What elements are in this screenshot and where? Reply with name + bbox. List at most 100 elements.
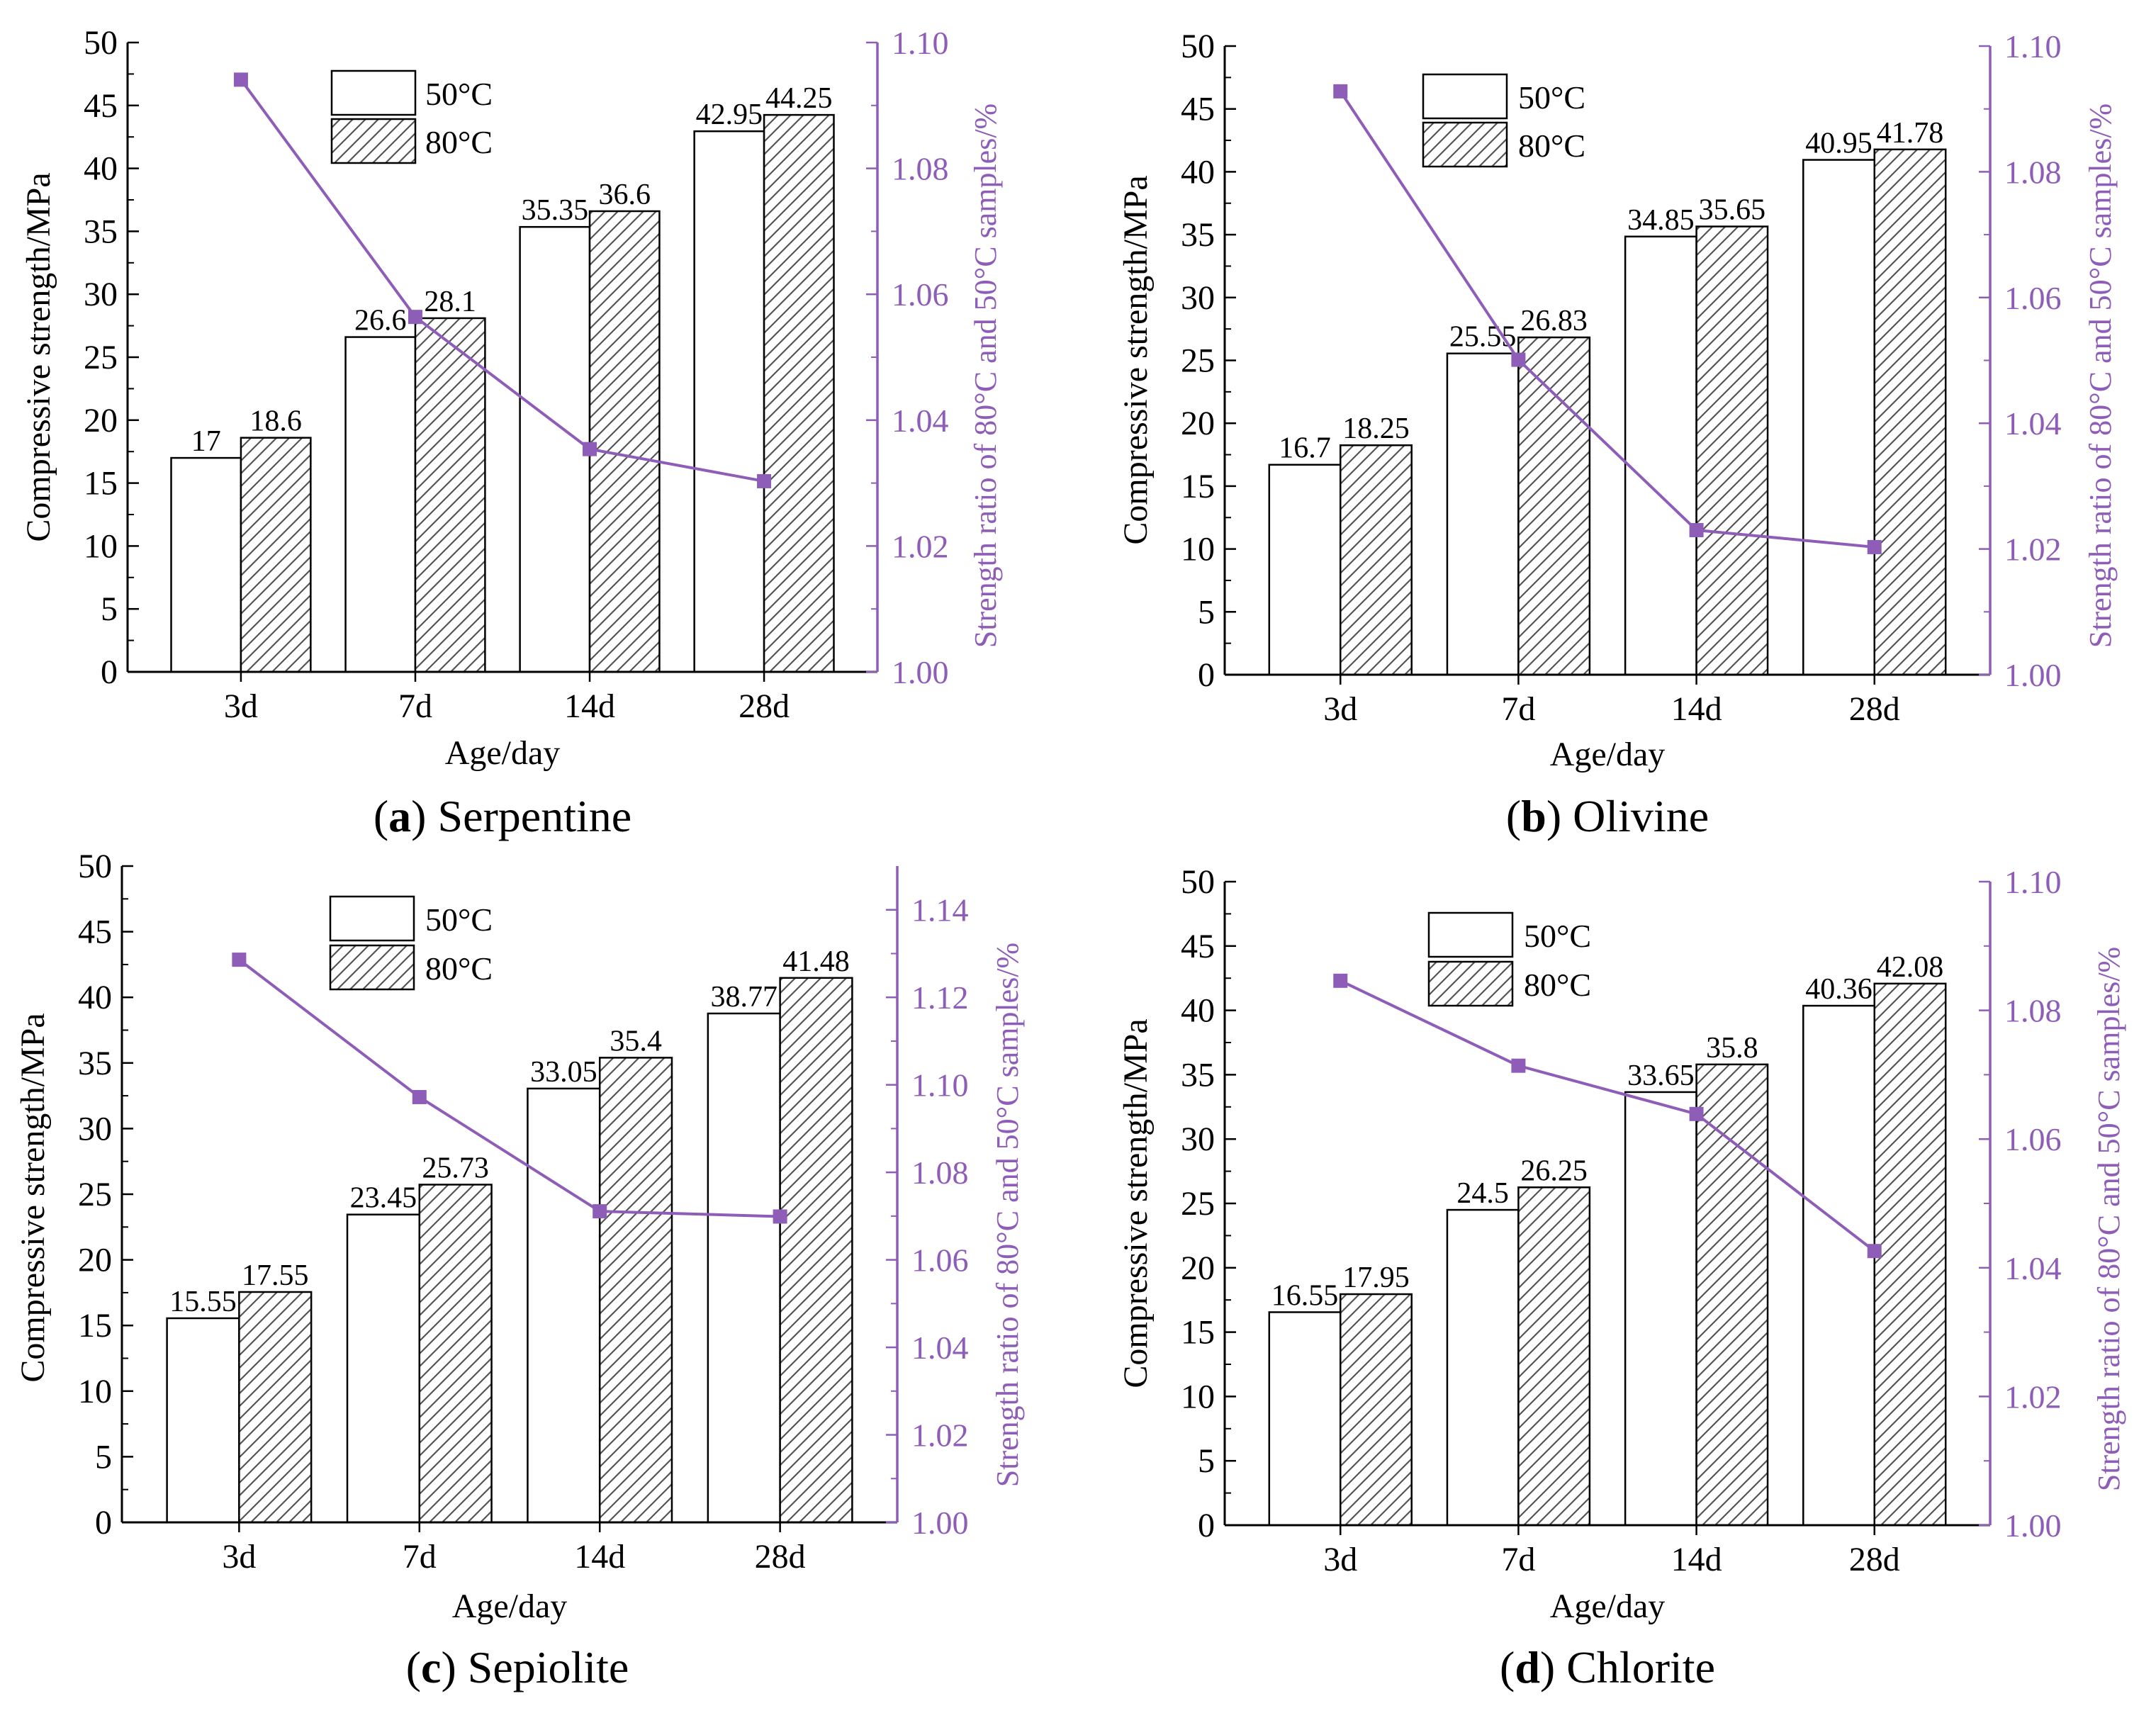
legend-label-50c: 50°C (425, 76, 493, 112)
y-tick-label: 0 (1198, 656, 1215, 694)
y2-tick-label: 1.08 (2004, 154, 2062, 190)
legend: 50°C 80°C (1427, 911, 1591, 1007)
caption-open-paren: ( (1500, 1642, 1515, 1692)
ratio-line (1340, 979, 1875, 1252)
y2-tick-label: 1.10 (892, 25, 949, 61)
data-label-50c: 15.55 (169, 1286, 237, 1318)
ratio-marker-28d (773, 1209, 787, 1224)
x-tick-label: 28d (1849, 1541, 1900, 1578)
y-tick-label: 20 (1181, 1249, 1215, 1287)
y-tick-label: 40 (84, 150, 118, 188)
x-tick-label: 7d (398, 687, 432, 725)
bar-50c-7d (1446, 352, 1520, 676)
data-label-80c: 25.73 (422, 1152, 489, 1184)
y-tick-label: 20 (78, 1242, 112, 1279)
legend-label-80c: 80°C (1518, 128, 1585, 164)
panel-olivine: 16.7 18.25 25.55 26.83 34.85 35.65 40.95 41.78 0… (1117, 28, 2118, 841)
bar-80c-3d (1340, 444, 1413, 676)
y2-tick-label: 1.02 (892, 528, 949, 564)
caption-letter: b (1521, 791, 1546, 841)
legend-label-50c: 50°C (1518, 79, 1585, 116)
y2-tick-label: 1.02 (2004, 532, 2062, 568)
y-tick-label: 30 (78, 1110, 112, 1147)
panel-caption: (a) Serpentine (374, 791, 631, 841)
ratio-marker-7d (412, 1089, 427, 1104)
data-label-50c: 33.65 (1627, 1060, 1695, 1092)
y2-tick-label: 1.06 (2004, 1121, 2062, 1157)
data-label-80c: 42.08 (1877, 951, 1944, 984)
ratio-marker-28d (757, 473, 772, 488)
ratio-marker-14d (1689, 522, 1704, 537)
y-tick-label: 45 (78, 914, 112, 951)
x-axis-title: Age/day (1550, 1588, 1666, 1625)
caption-open-paren: ( (1506, 791, 1521, 841)
ratio-marker-14d (1689, 1106, 1704, 1121)
y-tick-label: 45 (1181, 91, 1215, 128)
bar-50c-14d (1624, 235, 1697, 676)
y-tick-label: 15 (1181, 468, 1215, 505)
y2-tick-label: 1.00 (2004, 1507, 2062, 1544)
y2-tick-label: 1.04 (2004, 405, 2062, 442)
bar-80c-7d (418, 1184, 493, 1524)
bar-80c-3d (238, 1291, 313, 1524)
y2-tick-label: 1.10 (2004, 864, 2062, 900)
y2-tick-label: 1.08 (2004, 993, 2062, 1029)
data-label-80c: 26.83 (1520, 305, 1588, 337)
data-label-50c: 35.35 (522, 194, 589, 227)
y-tick-label: 10 (84, 527, 118, 565)
y2-tick-label: 1.06 (911, 1242, 969, 1279)
y-tick-label: 25 (1181, 1185, 1215, 1223)
caption-mineral: Chlorite (1566, 1642, 1715, 1692)
bar-80c-7d (1517, 336, 1591, 676)
data-label-80c: 36.6 (598, 179, 651, 211)
data-label-80c: 17.95 (1342, 1262, 1410, 1294)
y-tick-label: 45 (84, 87, 118, 125)
bar-50c-14d (519, 225, 591, 673)
bar-80c-28d (1873, 982, 1947, 1527)
ratio-marker-7d (1511, 352, 1526, 367)
y-tick-label: 5 (95, 1438, 112, 1476)
bar-80c-14d (598, 1057, 673, 1524)
data-label-80c: 18.25 (1342, 412, 1410, 445)
y-axis-title: Compressive strength/MPa (14, 1013, 52, 1382)
y2-tick-label: 1.00 (892, 654, 949, 690)
ratio-marker-7d (1511, 1058, 1526, 1073)
y-tick-label: 20 (84, 402, 118, 439)
ratio-marker-14d (583, 442, 597, 456)
legend-label-80c: 80°C (1524, 967, 1591, 1003)
bar-50c-28d (1802, 1004, 1875, 1527)
data-label-50c: 40.36 (1805, 973, 1873, 1006)
data-label-50c: 23.45 (350, 1182, 417, 1215)
y-tick-label: 0 (1198, 1507, 1215, 1544)
ratio-marker-14d (593, 1204, 607, 1219)
ratio-marker-28d (1867, 539, 1882, 554)
bar-80c-7d (414, 317, 486, 673)
x-axis-title: Age/day (452, 1588, 568, 1625)
legend-swatch-50c (330, 69, 417, 116)
x-tick-label: 3d (1323, 690, 1357, 728)
ratio-line (238, 958, 780, 1218)
y2-tick-label: 1.10 (2004, 28, 2062, 64)
bar-50c-3d (1268, 1311, 1342, 1527)
y-tick-label: 10 (1181, 531, 1215, 568)
legend: 50°C 80°C (329, 895, 493, 991)
y2-axis-title: Strength ratio of 80°C and 50°C samples/… (990, 943, 1025, 1487)
data-label-80c: 44.25 (765, 82, 833, 115)
ratio-marker-7d (408, 310, 422, 325)
data-label-50c: 42.95 (696, 99, 763, 131)
data-label-50c: 40.95 (1805, 128, 1873, 160)
bar-80c-14d (1695, 1063, 1769, 1527)
y2-tick-label: 1.12 (911, 979, 969, 1016)
legend-swatch-50c (1422, 73, 1508, 120)
caption-close-paren: ) (411, 791, 426, 841)
data-label-80c: 35.65 (1699, 194, 1766, 227)
y-tick-label: 50 (1181, 28, 1215, 65)
bar-80c-14d (1695, 225, 1769, 676)
legend-label-80c: 80°C (425, 950, 493, 987)
y-axis-title: Compressive strength/MPa (1117, 175, 1155, 544)
y-tick-label: 40 (1181, 153, 1215, 191)
data-label-50c: 34.85 (1627, 204, 1695, 237)
